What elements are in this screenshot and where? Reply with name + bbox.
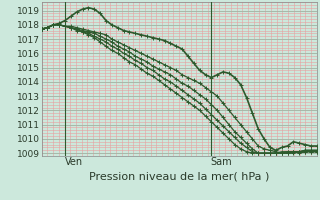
X-axis label: Pression niveau de la mer( hPa ): Pression niveau de la mer( hPa ) (89, 172, 269, 182)
